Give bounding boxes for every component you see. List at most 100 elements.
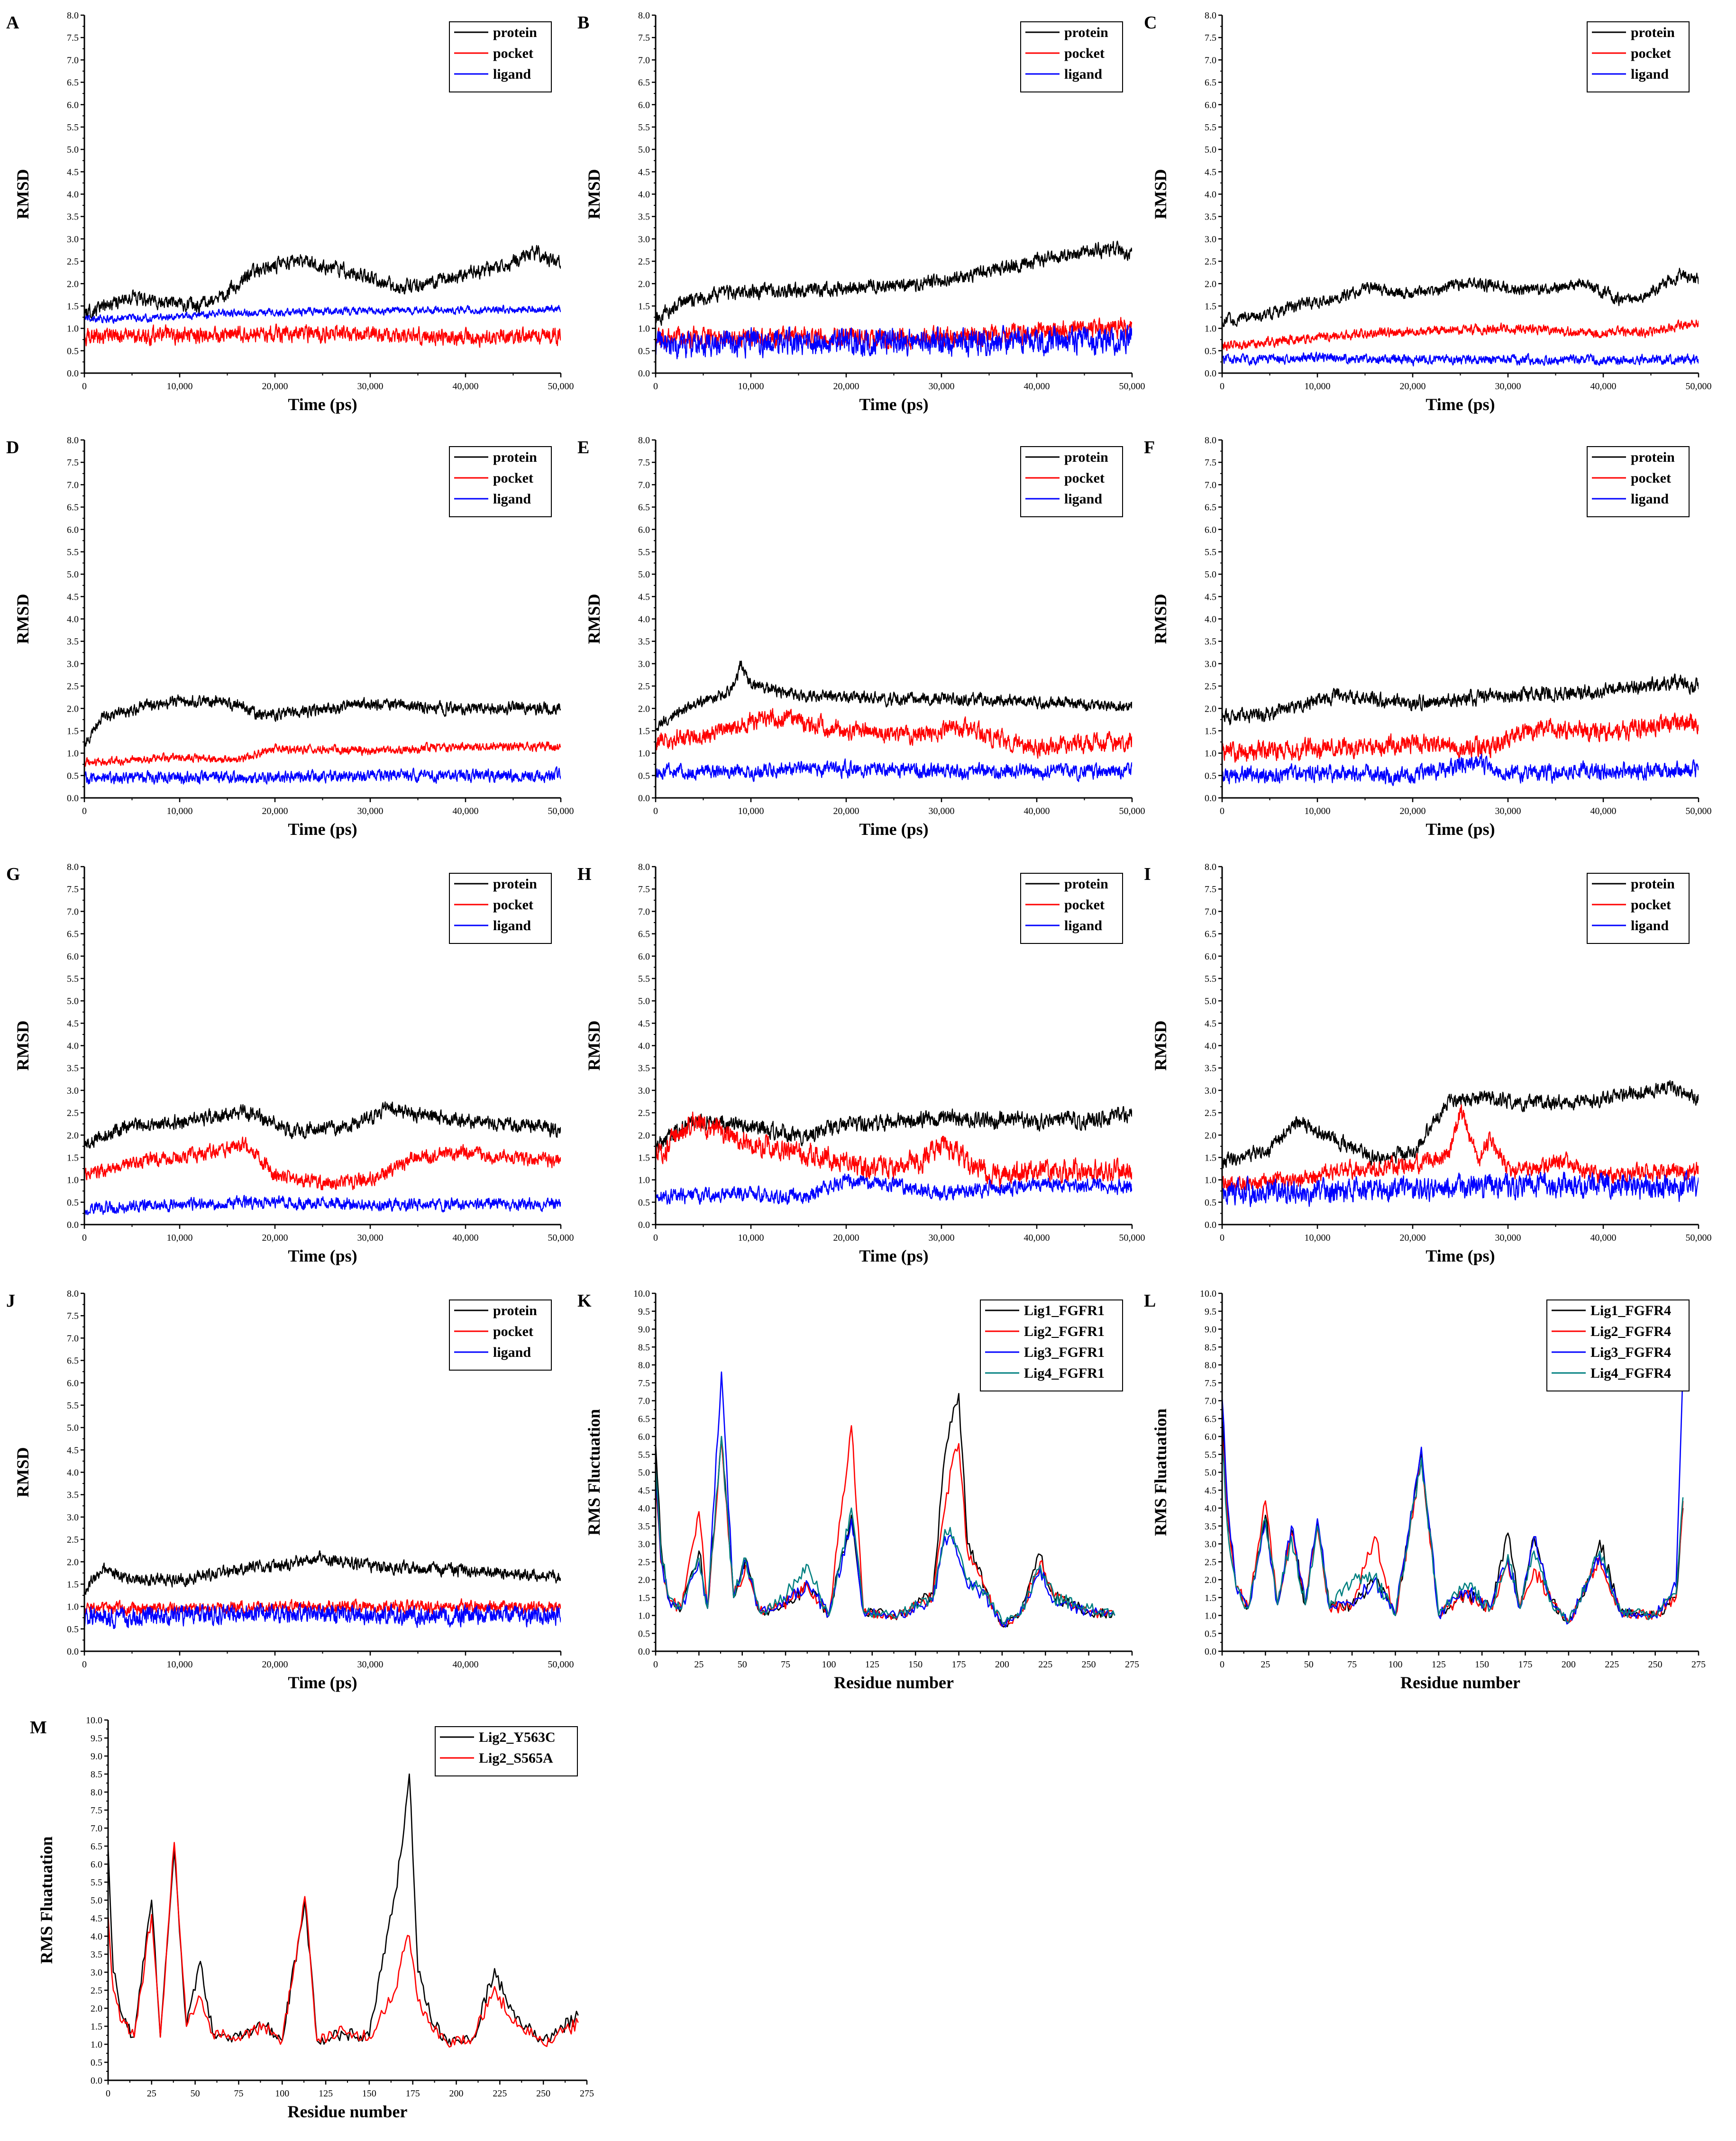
y-axis-label: RMS Fluatuation [1151, 1409, 1170, 1536]
x-tick-label: 50,000 [548, 1659, 574, 1670]
series-line-protein [656, 240, 1132, 326]
x-tick-label: 20,000 [833, 806, 859, 816]
y-tick-label: 4.5 [1205, 1018, 1216, 1029]
series-line-pocket [656, 1111, 1132, 1189]
y-tick-label: 0.5 [638, 1198, 650, 1208]
legend-box [1020, 873, 1123, 944]
legend-box [1020, 446, 1123, 517]
x-tick-label: 0 [1220, 806, 1224, 816]
legend-label-lig2_fgfr4: Lig2_FGFR4 [1590, 1324, 1671, 1339]
legend: protein pocket ligand [1587, 873, 1690, 944]
legend-label-protein: protein [1631, 876, 1675, 892]
legend: protein pocket ligand [449, 446, 552, 517]
y-tick-label: 8.0 [638, 1360, 650, 1371]
legend: protein pocket ligand [1587, 21, 1690, 92]
x-axis-label: Time (ps) [859, 395, 928, 414]
x-tick-label: 0 [82, 381, 87, 392]
y-tick-label: 7.0 [638, 480, 650, 490]
series-line-pocket [1222, 319, 1699, 351]
panel-d: D 0.0 0.5 1.0 1.5 2.0 2.5 3.0 3.5 4.0 4.5 5.0 5.5 6.0… [6, 435, 574, 839]
legend-label-protein: protein [1631, 25, 1675, 40]
y-tick-label: 4.5 [638, 1485, 650, 1496]
y-tick-label: 0.0 [67, 368, 79, 379]
legend-label-ligand: ligand [1631, 918, 1669, 933]
y-tick-label: 8.5 [638, 1342, 650, 1353]
legend-label-lig1_fgfr4: Lig1_FGFR4 [1590, 1303, 1671, 1318]
x-tick-label: 50,000 [548, 806, 574, 816]
y-tick-label: 8.0 [1205, 862, 1216, 872]
y-tick-label: 0.0 [638, 368, 650, 379]
y-tick-label: 6.0 [1205, 952, 1216, 962]
panel-label: J [6, 1291, 15, 1311]
panel-label: F [1144, 438, 1155, 457]
y-tick-label: 9.5 [638, 1307, 650, 1317]
x-axis-label: Time (ps) [1425, 820, 1495, 839]
y-tick-label: 8.0 [1205, 435, 1216, 446]
x-tick-label: 50 [191, 2088, 200, 2099]
y-tick-label: 2.5 [1205, 681, 1216, 692]
y-tick-label: 3.5 [1205, 1063, 1216, 1074]
y-tick-label: 3.5 [1205, 212, 1216, 222]
y-tick-label: 5.0 [67, 1423, 79, 1433]
x-tick-label: 40,000 [453, 1233, 479, 1243]
legend-label-pocket: pocket [1064, 897, 1105, 913]
x-tick-label: 20,000 [1400, 381, 1426, 392]
y-tick-label: 6.5 [638, 503, 650, 513]
y-tick-label: 0.0 [91, 2076, 102, 2086]
x-tick-label: 10,000 [167, 1233, 193, 1243]
y-tick-label: 2.0 [67, 1130, 79, 1141]
y-tick-label: 6.0 [67, 952, 79, 962]
y-tick-label: 4.0 [638, 190, 650, 200]
legend-box [1587, 21, 1690, 92]
legend-label-pocket: pocket [1631, 470, 1671, 486]
series-line-pocket [84, 741, 561, 767]
legend-label-ligand: ligand [493, 66, 531, 82]
y-tick-label: 2.5 [1205, 256, 1216, 267]
y-tick-label: 5.5 [1205, 547, 1216, 558]
y-tick-label: 5.5 [1205, 1450, 1216, 1460]
y-tick-label: 4.0 [1205, 190, 1216, 200]
legend-box [449, 446, 552, 517]
legend-label-protein: protein [493, 1303, 537, 1318]
y-tick-label: 5.5 [638, 122, 650, 133]
y-tick-label: 6.0 [638, 100, 650, 110]
x-tick-label: 30,000 [929, 806, 955, 816]
y-tick-label: 5.5 [1205, 974, 1216, 984]
x-tick-label: 10,000 [167, 381, 193, 392]
series-line-lig4_fgfr1 [656, 1436, 1115, 1625]
panel-b: B 0.0 0.5 1.0 1.5 2.0 2.5 3.0 3.5 4.0 4.5 5.0 5.5 6.0… [577, 10, 1145, 414]
legend-label-ligand: ligand [493, 918, 531, 933]
y-tick-label: 0.5 [67, 771, 79, 781]
y-tick-label: 6.5 [638, 78, 650, 88]
y-tick-label: 3.5 [67, 212, 79, 222]
x-axis-label: Time (ps) [859, 820, 928, 839]
series-line-ligand [84, 766, 561, 785]
x-tick-label: 40,000 [1590, 381, 1617, 392]
x-tick-label: 75 [781, 1659, 790, 1670]
legend-box [449, 21, 552, 92]
panel-label: E [577, 438, 589, 457]
x-tick-label: 0 [1220, 381, 1224, 392]
x-tick-label: 200 [1562, 1659, 1576, 1670]
y-tick-label: 3.5 [67, 1063, 79, 1074]
x-tick-label: 275 [580, 2088, 594, 2099]
panel-m: M 0.0 0.5 1.0 1.5 2.0 2.5 3.0 3.5 4.0 4.5 5.0 5.5 6.0… [30, 1715, 594, 2121]
y-tick-label: 6.0 [1205, 100, 1216, 110]
x-tick-label: 250 [1648, 1659, 1663, 1670]
y-tick-label: 1.5 [67, 1579, 79, 1590]
y-tick-label: 3.0 [638, 659, 650, 669]
y-tick-label: 7.0 [1205, 55, 1216, 65]
y-tick-label: 8.0 [638, 862, 650, 872]
series-line-protein [656, 1106, 1132, 1156]
x-tick-label: 10,000 [1305, 381, 1331, 392]
y-tick-label: 2.5 [1205, 1557, 1216, 1567]
series-line-protein [84, 694, 561, 747]
legend-label-lig1_fgfr1: Lig1_FGFR1 [1024, 1303, 1105, 1318]
y-tick-label: 1.0 [638, 1611, 650, 1621]
y-tick-label: 1.0 [638, 749, 650, 759]
y-tick-label: 5.5 [638, 974, 650, 984]
x-tick-label: 50,000 [1119, 806, 1145, 816]
y-tick-label: 7.5 [91, 1805, 102, 1816]
x-axis-label: Residue number [1400, 1673, 1520, 1692]
y-tick-label: 4.0 [67, 190, 79, 200]
